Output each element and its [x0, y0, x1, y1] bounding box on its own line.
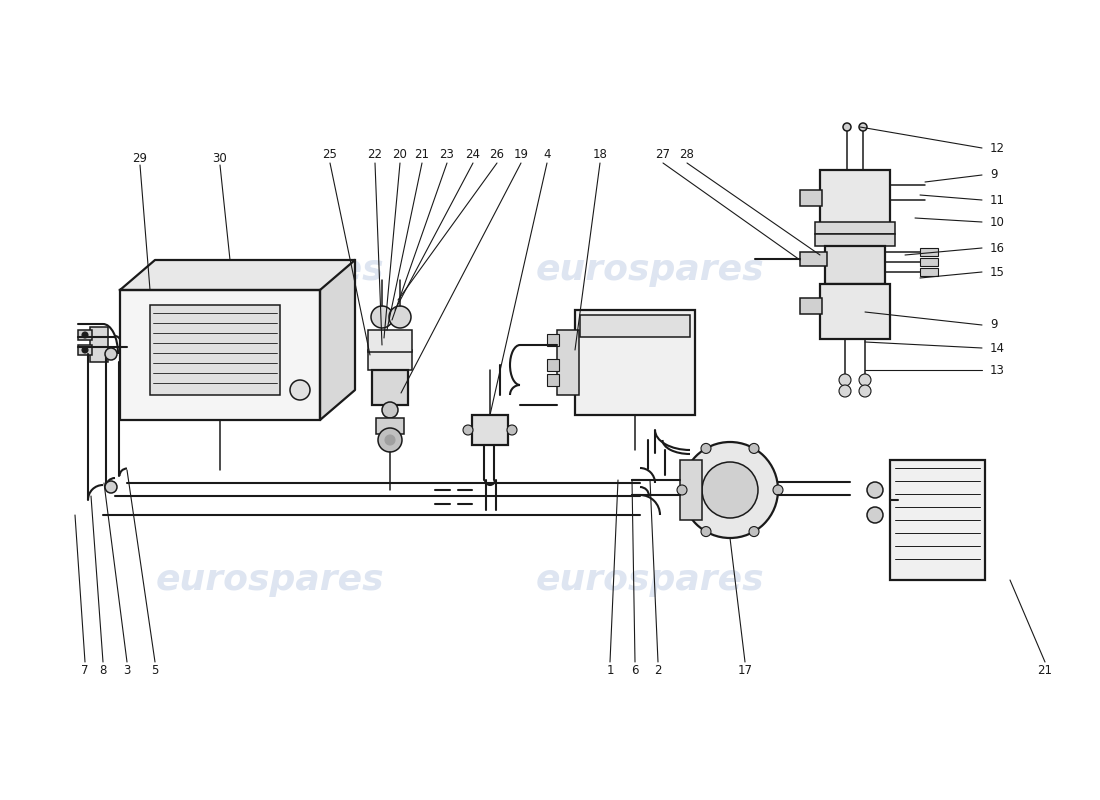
- Text: 21: 21: [1037, 663, 1053, 677]
- Bar: [575, 310, 695, 415]
- Text: 21: 21: [415, 149, 429, 162]
- Bar: [920, 268, 938, 276]
- Text: eurospares: eurospares: [156, 563, 384, 597]
- Bar: [472, 415, 508, 445]
- Bar: [547, 374, 559, 386]
- Text: 7: 7: [81, 663, 89, 677]
- Text: 13: 13: [990, 363, 1005, 377]
- Text: 19: 19: [514, 149, 528, 162]
- Bar: [372, 370, 408, 405]
- Text: 2: 2: [654, 663, 662, 677]
- Text: eurospares: eurospares: [156, 253, 384, 287]
- Circle shape: [859, 374, 871, 386]
- Bar: [820, 284, 890, 339]
- Text: eurospares: eurospares: [536, 563, 764, 597]
- Bar: [680, 460, 702, 520]
- Circle shape: [389, 306, 411, 328]
- Circle shape: [82, 347, 88, 353]
- Circle shape: [701, 526, 711, 537]
- Bar: [815, 222, 895, 234]
- Text: 4: 4: [543, 149, 551, 162]
- Circle shape: [382, 402, 398, 418]
- Circle shape: [867, 482, 883, 498]
- Text: 27: 27: [656, 149, 671, 162]
- Bar: [368, 350, 412, 370]
- Text: 16: 16: [990, 242, 1005, 254]
- Circle shape: [859, 123, 867, 131]
- Text: 8: 8: [99, 663, 107, 677]
- Circle shape: [378, 428, 402, 452]
- Circle shape: [82, 332, 88, 338]
- Polygon shape: [320, 260, 355, 420]
- Text: 12: 12: [990, 142, 1005, 154]
- Bar: [815, 234, 895, 246]
- Bar: [376, 418, 404, 434]
- Text: 11: 11: [990, 194, 1005, 206]
- Text: 20: 20: [393, 149, 407, 162]
- Bar: [800, 298, 822, 314]
- Circle shape: [859, 385, 871, 397]
- Circle shape: [290, 380, 310, 400]
- Text: 24: 24: [465, 149, 481, 162]
- Text: 25: 25: [322, 149, 338, 162]
- Circle shape: [749, 443, 759, 454]
- Text: 23: 23: [440, 149, 454, 162]
- Bar: [825, 246, 886, 284]
- Circle shape: [773, 485, 783, 495]
- Circle shape: [507, 425, 517, 435]
- Text: 22: 22: [367, 149, 383, 162]
- Circle shape: [702, 462, 758, 518]
- Text: 5: 5: [152, 663, 158, 677]
- Bar: [90, 327, 108, 362]
- Circle shape: [867, 507, 883, 523]
- Text: 10: 10: [990, 215, 1005, 229]
- Bar: [78, 330, 92, 340]
- Text: 6: 6: [631, 663, 639, 677]
- Bar: [800, 190, 822, 206]
- Polygon shape: [120, 260, 355, 290]
- Bar: [820, 170, 890, 225]
- Text: 15: 15: [990, 266, 1005, 278]
- Text: 30: 30: [212, 151, 228, 165]
- Text: 17: 17: [737, 663, 752, 677]
- Bar: [78, 345, 92, 355]
- Circle shape: [104, 481, 117, 493]
- Text: 9: 9: [990, 318, 998, 331]
- Text: 14: 14: [990, 342, 1005, 354]
- Bar: [547, 359, 559, 371]
- Circle shape: [839, 385, 851, 397]
- Circle shape: [749, 526, 759, 537]
- Circle shape: [843, 123, 851, 131]
- Bar: [120, 290, 320, 420]
- Bar: [920, 258, 938, 266]
- Bar: [557, 330, 579, 395]
- Circle shape: [385, 435, 395, 445]
- Circle shape: [104, 348, 117, 360]
- Text: 1: 1: [606, 663, 614, 677]
- Text: eurospares: eurospares: [536, 253, 764, 287]
- Bar: [547, 334, 559, 346]
- Circle shape: [839, 374, 851, 386]
- Text: 29: 29: [132, 151, 147, 165]
- Circle shape: [701, 443, 711, 454]
- Text: 28: 28: [680, 149, 694, 162]
- Circle shape: [676, 485, 688, 495]
- Bar: [580, 315, 690, 337]
- Circle shape: [371, 306, 393, 328]
- Bar: [368, 330, 412, 352]
- Text: 18: 18: [593, 149, 607, 162]
- Bar: [890, 460, 984, 580]
- Circle shape: [463, 425, 473, 435]
- Bar: [150, 305, 280, 395]
- Text: 9: 9: [990, 169, 998, 182]
- Text: 3: 3: [123, 663, 131, 677]
- Circle shape: [682, 442, 778, 538]
- Bar: [920, 248, 938, 256]
- Bar: [800, 252, 827, 266]
- Text: 26: 26: [490, 149, 505, 162]
